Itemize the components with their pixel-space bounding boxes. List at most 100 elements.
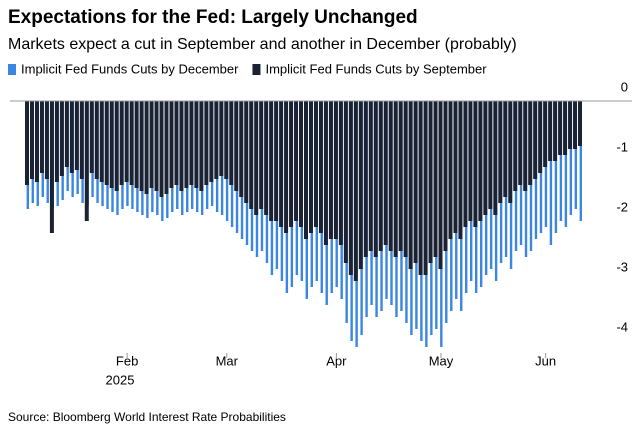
bar [209,101,214,182]
x-tick-label: Feb [116,353,138,368]
bar [478,101,483,221]
bar [423,101,428,275]
bar [408,101,413,269]
bar [513,101,518,191]
bar [523,101,528,191]
bar [503,101,508,197]
bar [579,101,583,221]
bar [164,101,169,194]
bar [29,101,34,179]
bar [518,101,523,185]
bar [383,101,388,245]
bar [378,101,383,251]
bar [119,101,124,185]
legend-label: Implicit Fed Funds Cuts by September [265,61,487,76]
bar [468,101,473,221]
bar [358,101,363,269]
bar [44,101,49,179]
bar [533,101,538,179]
bar [554,101,558,233]
bar [64,101,69,167]
bar [54,101,59,182]
bar [74,101,79,170]
bar [99,101,104,182]
bar [318,101,323,233]
bar [398,101,403,251]
bar [274,101,279,221]
bar [234,101,239,191]
bar [563,101,568,155]
bar [299,101,303,227]
x-tick-label: Mar [216,353,239,368]
bar [428,101,433,263]
bar [49,101,54,233]
bar [194,101,199,188]
bar [59,101,64,176]
bar [333,101,338,239]
bar [548,101,553,161]
bar [269,101,274,221]
bar [528,101,533,185]
bar [134,101,139,188]
bar [79,101,84,179]
bar [39,101,44,173]
chart-title: Expectations for the Fed: Largely Unchan… [8,7,418,28]
x-year-label: 2025 [106,372,135,387]
bar [353,101,358,281]
bar [573,101,578,149]
bar [149,101,154,188]
bar [239,101,244,197]
bar [264,101,269,215]
bar [109,101,114,188]
bar [34,101,39,182]
bar [549,101,553,245]
bar [493,101,498,215]
bar [558,101,563,155]
bar [294,101,299,221]
bar [189,101,194,185]
bar [578,101,582,146]
bar [413,101,418,263]
bar [174,101,179,185]
bar [144,101,149,194]
bar [69,101,74,173]
bar [448,101,453,239]
bar [169,101,174,188]
y-tick-label: 0 [621,79,628,94]
bar [328,101,333,239]
bar [289,101,294,227]
bar [458,101,463,239]
bar [129,101,134,185]
legend-swatch [252,64,261,75]
bar [308,101,313,233]
x-tick-label: Apr [326,353,347,368]
bar [184,101,189,188]
bar [363,101,368,257]
bar [159,101,164,197]
bar [104,101,109,185]
bar [543,101,548,167]
legend-label: Implicit Fed Funds Cuts by December [21,61,239,76]
y-tick-label: -2 [616,199,628,214]
bar [124,101,129,182]
bar [463,101,468,227]
bar [488,101,493,209]
bar [498,101,503,203]
bar [483,101,488,215]
bar [199,101,204,191]
bar [114,101,119,191]
bar [368,101,373,251]
bar [574,101,578,209]
x-tick-label: May [429,353,454,368]
bar [553,101,558,161]
bar [214,101,219,179]
x-tick-label: Jun [535,353,556,368]
bar [388,101,393,251]
chart-subtitle: Markets expect a cut in September and an… [8,36,517,53]
bar [249,101,254,209]
source: Source: Bloomberg World Interest Rate Pr… [8,410,286,424]
bar [393,101,398,257]
y-tick-label: -4 [616,319,628,334]
